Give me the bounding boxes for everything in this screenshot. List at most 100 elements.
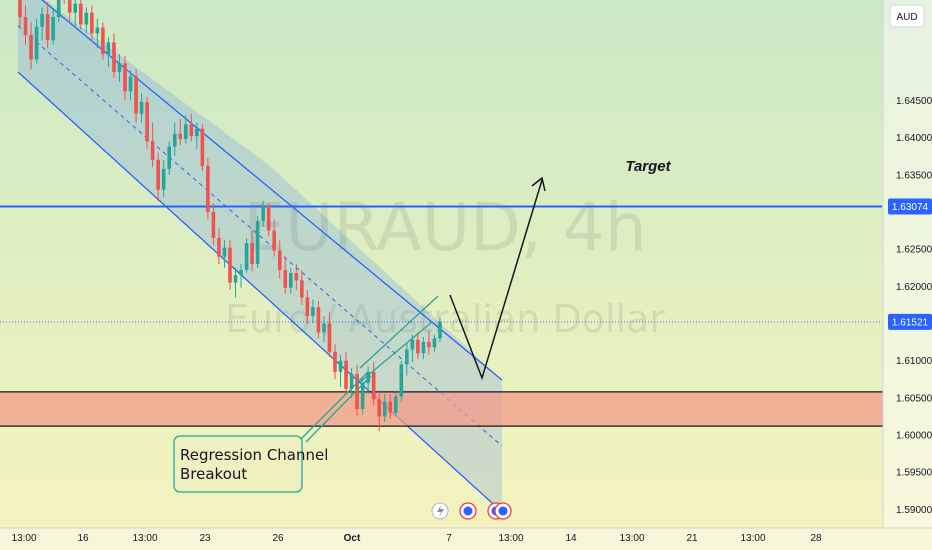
regression-channel-upper-line[interactable]	[18, 0, 503, 381]
candle[interactable]	[128, 70, 133, 101]
candle[interactable]	[178, 118, 183, 146]
candle[interactable]	[239, 264, 243, 288]
candle[interactable]	[283, 256, 288, 294]
candle[interactable]	[106, 37, 111, 67]
candle[interactable]	[250, 230, 254, 272]
candle[interactable]	[78, 0, 83, 30]
candle[interactable]	[261, 200, 265, 227]
candle[interactable]	[266, 203, 271, 236]
candle[interactable]	[134, 69, 138, 123]
candle[interactable]	[90, 5, 94, 41]
candle[interactable]	[233, 267, 238, 298]
candle[interactable]	[432, 334, 437, 352]
time-tick-label: 28	[810, 533, 822, 544]
candle[interactable]	[40, 7, 44, 41]
candle[interactable]	[195, 122, 199, 149]
time-axis[interactable]: 13:00 16 13:00 23 26 Oct 7 13:00 14 13:00 21 13:00 2…	[0, 527, 932, 550]
candle[interactable]	[382, 394, 387, 422]
candle[interactable]	[244, 237, 249, 273]
price-badge[interactable]: 1.63074	[888, 198, 932, 215]
candle[interactable]	[300, 269, 304, 305]
candle[interactable]	[51, 9, 55, 45]
candle[interactable]	[421, 336, 426, 360]
candle[interactable]	[360, 377, 365, 415]
candle[interactable]	[34, 18, 39, 64]
candle-body	[393, 396, 398, 413]
candle[interactable]	[161, 159, 166, 198]
candle[interactable]	[123, 55, 127, 101]
candle[interactable]	[150, 122, 155, 168]
price-badge[interactable]: 1.61521	[888, 313, 932, 330]
candle[interactable]	[294, 264, 299, 291]
candlestick-series[interactable]	[18, 0, 442, 432]
candle[interactable]	[84, 7, 89, 34]
candle[interactable]	[101, 22, 105, 60]
candle[interactable]	[338, 354, 343, 387]
candle-body	[344, 360, 348, 389]
breakout-channel-upper	[359, 295, 439, 369]
candle[interactable]	[393, 390, 398, 417]
candle[interactable]	[222, 240, 227, 268]
event-icons[interactable]	[431, 502, 512, 520]
candle[interactable]	[410, 334, 415, 363]
candle[interactable]	[416, 332, 420, 360]
candle[interactable]	[73, 0, 78, 27]
candle[interactable]	[277, 240, 282, 279]
candle[interactable]	[388, 394, 393, 419]
candle[interactable]	[327, 312, 332, 357]
candle[interactable]	[95, 18, 100, 49]
candle[interactable]	[189, 113, 194, 142]
candle[interactable]	[344, 351, 348, 395]
support-zone[interactable]	[0, 391, 883, 427]
candle[interactable]	[172, 122, 177, 157]
candle[interactable]	[399, 360, 404, 402]
candle[interactable]	[117, 54, 122, 82]
candle[interactable]	[183, 115, 188, 144]
price-axis[interactable]: 1.59000 1.59500 1.60000 1.60500 1.61000 1.620…	[882, 0, 932, 528]
candle[interactable]	[272, 219, 277, 257]
candle-body	[211, 211, 216, 238]
candle[interactable]	[288, 267, 293, 294]
candle[interactable]	[206, 158, 210, 220]
candle[interactable]	[322, 316, 326, 343]
candle[interactable]	[405, 342, 409, 376]
candle[interactable]	[377, 390, 382, 432]
candle[interactable]	[18, 0, 22, 28]
currency-badge[interactable]: AUD	[889, 4, 925, 28]
candle[interactable]	[56, 0, 61, 23]
candle-body	[167, 146, 172, 169]
candle[interactable]	[139, 92, 144, 123]
candle[interactable]	[366, 366, 370, 395]
candle[interactable]	[200, 124, 205, 172]
candle[interactable]	[29, 22, 33, 70]
candle[interactable]	[371, 362, 376, 406]
candle[interactable]	[156, 152, 160, 201]
candle[interactable]	[316, 301, 321, 339]
candle[interactable]	[427, 330, 431, 355]
annotation-callout[interactable]: Regression Channel Breakout	[173, 371, 372, 493]
candle[interactable]	[228, 240, 232, 291]
candle[interactable]	[23, 5, 28, 45]
candle-body	[421, 342, 426, 354]
candle[interactable]	[217, 228, 221, 264]
candle-body	[217, 237, 221, 257]
candle[interactable]	[333, 344, 337, 380]
candle[interactable]	[167, 141, 172, 175]
regression-channel-lower-line[interactable]	[17, 71, 503, 513]
candle[interactable]	[67, 0, 72, 23]
price-tick-label: 1.63500	[896, 170, 932, 181]
candle[interactable]	[311, 299, 315, 324]
candle[interactable]	[145, 96, 149, 149]
candle-body	[366, 371, 370, 383]
candle[interactable]	[305, 290, 310, 324]
candle[interactable]	[438, 317, 442, 343]
candle[interactable]	[45, 2, 50, 49]
candle[interactable]	[349, 368, 354, 398]
candle-body	[101, 27, 105, 55]
candle[interactable]	[211, 203, 216, 246]
candle[interactable]	[255, 215, 260, 268]
candle[interactable]	[112, 33, 116, 79]
